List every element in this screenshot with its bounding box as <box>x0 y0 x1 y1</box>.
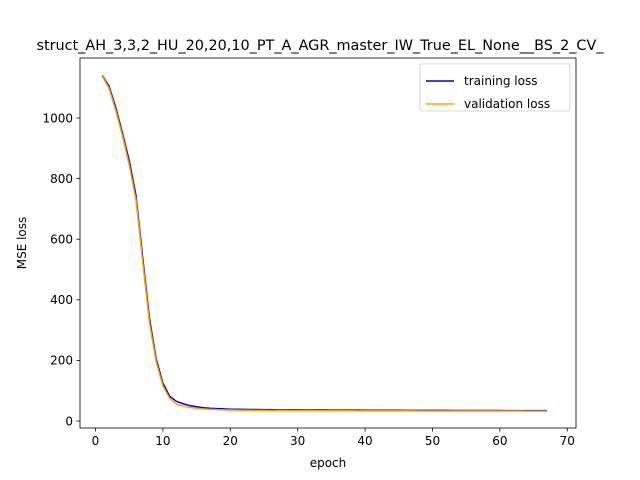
series-line-1 <box>101 75 548 412</box>
legend-box <box>419 63 571 112</box>
y-tick-label: 400 <box>50 293 73 307</box>
x-tick-label: 20 <box>223 434 238 448</box>
y-tick-label: 200 <box>50 354 73 368</box>
x-tick-label: 50 <box>425 434 440 448</box>
x-tick-label: 60 <box>492 434 507 448</box>
axes-frame <box>79 57 577 429</box>
x-tick-label: 10 <box>155 434 170 448</box>
x-tick-label: 0 <box>92 434 100 448</box>
x-axis-label: epoch <box>310 456 347 470</box>
legend: training loss validation loss <box>419 63 571 112</box>
chart-title: struct_AH_3,3,2_HU_20,20,10_PT_A_AGR_mas… <box>36 38 604 54</box>
axes: 0 10 20 30 40 50 60 70 0 200 400 600 800 1000 <box>42 57 577 448</box>
y-tick-label: 0 <box>65 414 73 428</box>
x-tick-label: 40 <box>357 434 372 448</box>
y-tick-label: 1000 <box>42 111 73 125</box>
legend-label-1: validation loss <box>464 97 550 111</box>
plot-area <box>80 58 576 428</box>
y-tick-label: 800 <box>50 172 73 186</box>
y-axis-label: MSE loss <box>15 217 29 270</box>
legend-label-0: training loss <box>464 74 537 88</box>
x-tick-label: 30 <box>290 434 305 448</box>
series-lines <box>101 75 548 412</box>
x-tick-label: 70 <box>560 434 575 448</box>
y-tick-label: 600 <box>50 233 73 247</box>
